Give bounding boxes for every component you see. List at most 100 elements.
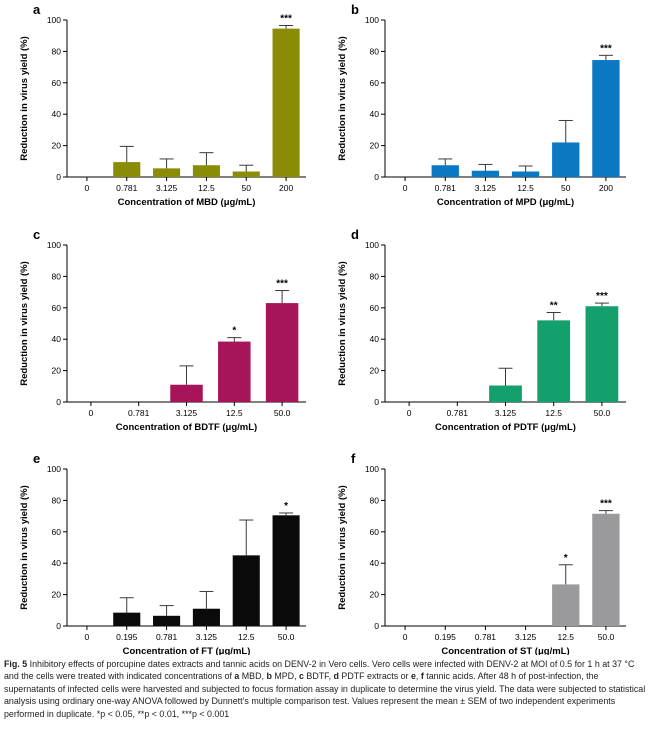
y-tick-label-f: 60 [370, 527, 380, 537]
y-tick-label-e: 20 [52, 590, 62, 600]
y-axis-title-f: Reduction in virus yield (%) [337, 485, 348, 610]
x-tick-label-e: 0 [85, 632, 90, 642]
caption-label: Fig. 5 [4, 659, 28, 669]
bar-b [431, 165, 459, 177]
panel-letter-f: f [351, 451, 356, 466]
y-tick-label-b: 40 [370, 109, 380, 119]
y-tick-label-e: 60 [52, 527, 62, 537]
x-tick-label-d: 12.5 [545, 408, 562, 418]
bar-f [592, 513, 620, 626]
significance-label-f: * [564, 553, 568, 564]
x-tick-label-a: 0.781 [116, 183, 138, 193]
caption-ref-b: b [266, 671, 272, 682]
caption-text-2: tannic acids. After 48 h of post-infecti… [4, 671, 646, 719]
significance-label-d: *** [596, 291, 608, 302]
y-axis-title-d: Reduction in virus yield (%) [337, 261, 348, 386]
x-tick-label-a: 50 [242, 183, 252, 193]
panel-letter-a: a [33, 2, 41, 17]
y-tick-label-c: 20 [52, 366, 62, 376]
significance-label-d: ** [550, 301, 558, 312]
y-axis-title-c: Reduction in virus yield (%) [19, 261, 30, 386]
bar-c [170, 384, 203, 402]
x-tick-label-b: 0 [403, 183, 408, 193]
x-tick-label-d: 3.125 [495, 408, 517, 418]
x-axis-title-f: Concentration of ST (μg/mL) [441, 646, 569, 655]
y-tick-label-e: 80 [52, 495, 62, 505]
x-tick-label-e: 0.781 [156, 632, 178, 642]
x-tick-label-a: 3.125 [156, 183, 178, 193]
caption-text-pdtf: PDTF extracts or [338, 671, 411, 682]
bar-b [552, 142, 580, 177]
x-tick-label-c: 0.781 [128, 408, 150, 418]
x-axis-title-a: Concentration of MBD (μg/mL) [118, 197, 256, 208]
y-tick-label-b: 60 [370, 78, 380, 88]
x-tick-label-c: 3.125 [176, 408, 198, 418]
x-axis-title-d: Concentration of PDTF (μg/mL) [435, 422, 576, 433]
y-tick-label-f: 40 [370, 558, 380, 568]
x-tick-label-a: 200 [279, 183, 293, 193]
bar-e [192, 608, 220, 626]
x-tick-label-f: 50.0 [598, 632, 615, 642]
bar-b [471, 170, 500, 177]
y-tick-label-c: 80 [52, 271, 62, 281]
x-tick-label-b: 0.781 [435, 183, 457, 193]
x-tick-label-d: 0.781 [447, 408, 469, 418]
figure-caption: Fig. 5 Inhibitory effects of porcupine d… [4, 658, 650, 720]
x-tick-label-c: 12.5 [226, 408, 243, 418]
x-tick-label-f: 3.125 [515, 632, 537, 642]
x-tick-label-f: 12.5 [557, 632, 574, 642]
bar-a [192, 165, 220, 177]
y-axis-title-b: Reduction in virus yield (%) [337, 36, 348, 161]
x-axis-title-e: Concentration of FT (μg/mL) [123, 646, 251, 655]
significance-label-c: * [232, 326, 236, 337]
bar-d [489, 385, 522, 402]
y-tick-label-a: 0 [56, 172, 61, 182]
x-tick-label-f: 0.195 [435, 632, 457, 642]
x-tick-label-d: 0 [407, 408, 412, 418]
panel-letter-c: c [33, 227, 40, 242]
y-tick-label-b: 80 [370, 46, 380, 56]
bar-e [272, 515, 300, 626]
bar-a [272, 28, 300, 178]
caption-text-1: Vero cells were infected with DENV-2 at … [4, 659, 635, 682]
caption-text-mpd: MPD, [271, 671, 299, 682]
x-tick-label-e: 3.125 [196, 632, 218, 642]
y-tick-label-e: 40 [52, 558, 62, 568]
bar-a [232, 171, 260, 177]
significance-label-a: *** [280, 13, 292, 24]
figure-panels: a 0 20 40 60 80 100 Reduction in virus yield (%… [19, 2, 626, 655]
x-tick-label-e: 0.195 [116, 632, 138, 642]
significance-label-e: * [284, 501, 288, 512]
y-tick-label-d: 40 [370, 334, 380, 344]
x-tick-label-c: 50.0 [274, 408, 291, 418]
bar-b [511, 171, 540, 177]
y-tick-label-d: 20 [370, 366, 380, 376]
bar-b [592, 60, 620, 177]
panel-letter-b: b [351, 2, 359, 17]
x-tick-label-f: 0.781 [475, 632, 497, 642]
y-axis-title-e: Reduction in virus yield (%) [19, 485, 30, 610]
caption-ref-f: f [420, 671, 424, 682]
y-tick-label-f: 0 [374, 621, 379, 631]
caption-ref-d: d [333, 671, 339, 682]
bar-c [218, 341, 251, 402]
bar-a [153, 168, 181, 177]
x-axis-title-c: Concentration of BDTF (μg/mL) [116, 422, 257, 433]
y-tick-label-c: 100 [47, 240, 61, 250]
caption-text-bdtf: BDTF, [303, 671, 334, 682]
x-tick-label-f: 0 [403, 632, 408, 642]
x-tick-label-e: 50.0 [278, 632, 295, 642]
x-tick-label-b: 3.125 [475, 183, 497, 193]
bar-f [552, 584, 580, 626]
y-tick-label-d: 100 [365, 240, 379, 250]
caption-text-mbd: MBD, [239, 671, 267, 682]
significance-label-f: *** [600, 499, 612, 510]
bar-d [585, 306, 619, 402]
x-tick-label-a: 12.5 [198, 183, 215, 193]
y-tick-label-a: 100 [47, 15, 61, 25]
x-tick-label-c: 0 [89, 408, 94, 418]
y-tick-label-d: 0 [374, 397, 379, 407]
y-tick-label-d: 80 [370, 271, 380, 281]
x-tick-label-e: 12.5 [238, 632, 255, 642]
y-tick-label-e: 0 [56, 621, 61, 631]
